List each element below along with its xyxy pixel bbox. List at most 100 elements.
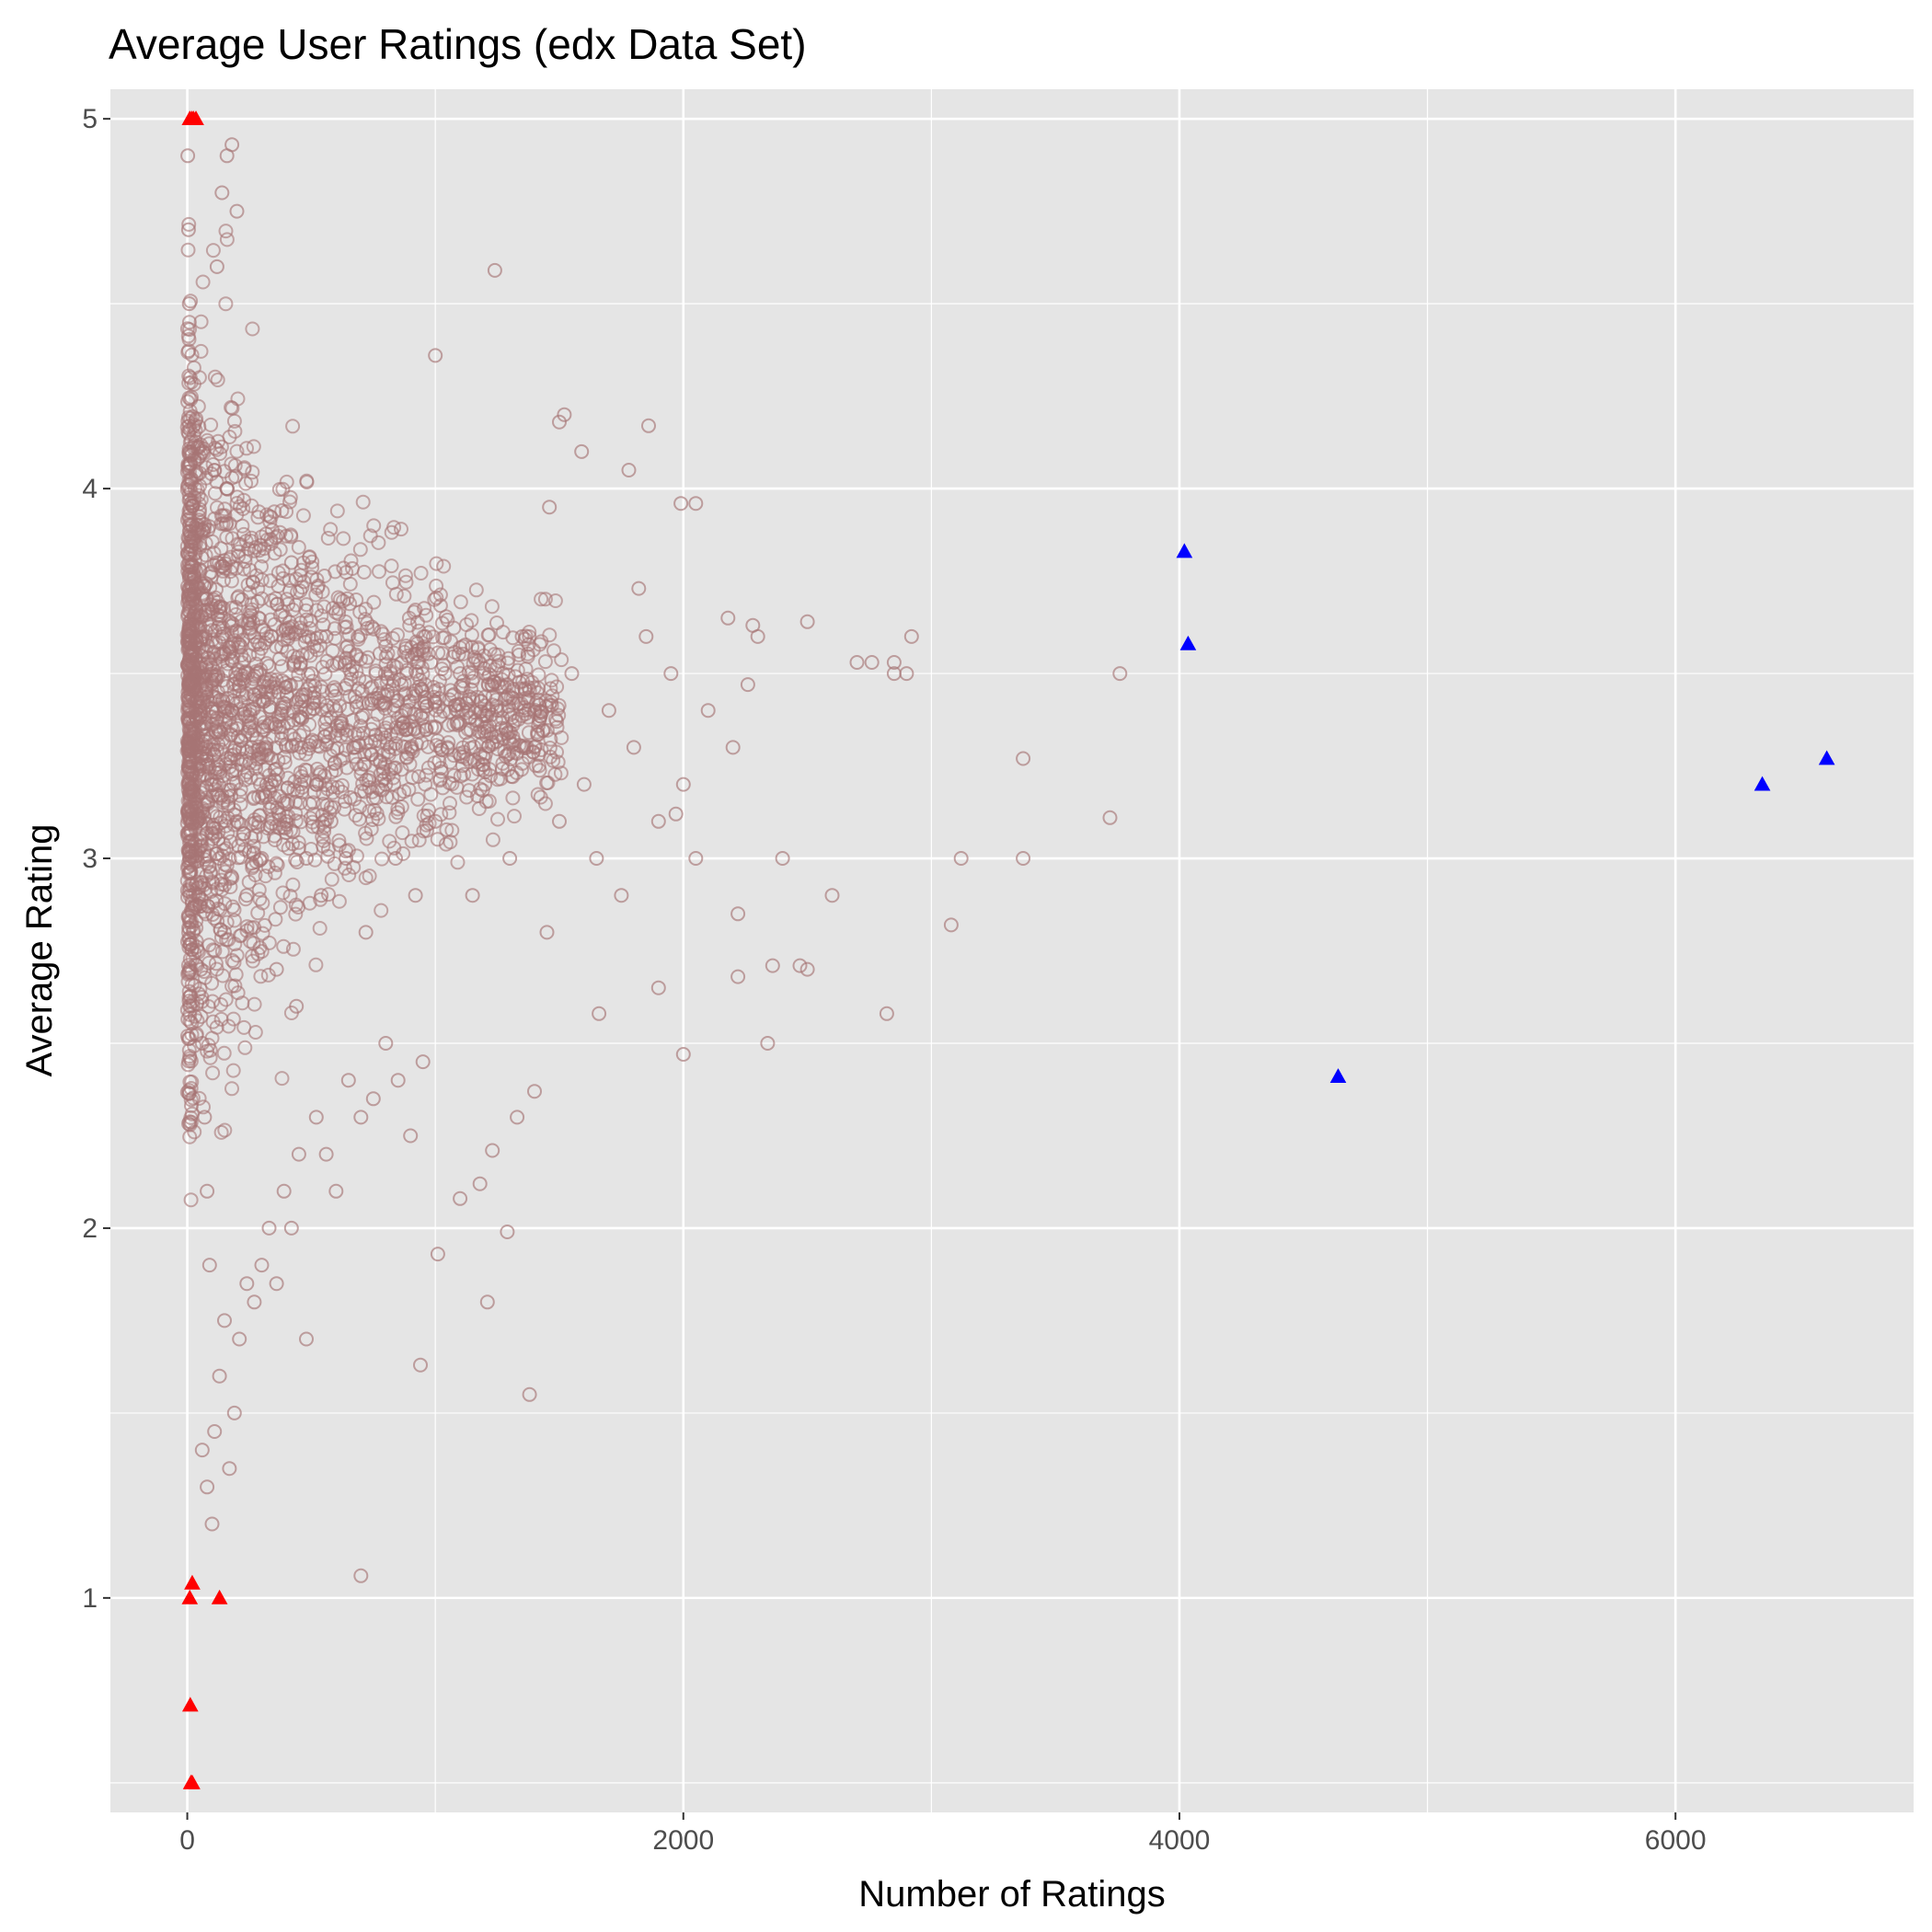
cloud-point (210, 500, 224, 515)
cloud-point (397, 686, 412, 702)
cloud-point (299, 473, 315, 489)
data-point (453, 666, 468, 682)
cloud-point (443, 683, 458, 698)
cloud-point (231, 838, 247, 854)
data-point (557, 407, 572, 422)
cloud-point (251, 882, 267, 898)
cloud-point (518, 706, 534, 721)
cloud-point (305, 732, 320, 748)
cloud-point (184, 918, 200, 934)
cloud-point (202, 742, 218, 757)
data-point (200, 1183, 215, 1199)
dense-point-cloud (179, 216, 569, 1208)
cloud-point (293, 568, 308, 583)
cloud-point (250, 646, 266, 661)
cloud-point (413, 566, 429, 581)
cloud-point (411, 679, 427, 695)
y-axis-ticks: 1 2 3 4 5 (82, 104, 110, 1614)
data-point (408, 888, 423, 903)
cloud-point (351, 681, 366, 696)
cloud-point (522, 683, 537, 698)
data-point (318, 1146, 334, 1162)
data-point (650, 813, 666, 829)
data-point (792, 958, 808, 973)
cloud-point (235, 518, 250, 534)
cloud-point (182, 811, 198, 827)
cloud-point (189, 939, 204, 955)
cloud-point (521, 725, 536, 741)
cloud-point (392, 787, 408, 802)
cloud-point (209, 581, 224, 597)
cloud-point (303, 677, 318, 693)
data-point (212, 1368, 227, 1384)
data-point (214, 185, 230, 201)
cloud-point (181, 855, 197, 870)
cloud-point (452, 696, 467, 712)
cloud-point (245, 465, 260, 480)
cloud-point (450, 714, 466, 730)
cloud-point (183, 1192, 199, 1208)
cloud-point (197, 970, 213, 985)
cloud-point (509, 765, 524, 780)
data-point (614, 888, 629, 903)
data-point (217, 925, 232, 940)
cloud-point (258, 868, 273, 884)
cloud-point (546, 643, 561, 659)
cloud-point (466, 739, 482, 754)
cloud-point (211, 901, 226, 916)
cloud-point (302, 796, 317, 811)
cloud-point (247, 812, 262, 827)
cloud-point (474, 714, 489, 730)
cloud-point (204, 718, 220, 732)
cloud-point (531, 758, 546, 774)
cloud-point (183, 1092, 199, 1108)
cloud-point (219, 232, 235, 247)
cloud-point (201, 848, 217, 864)
data-point (340, 1073, 356, 1088)
data-point (181, 296, 197, 312)
cloud-point (347, 791, 362, 807)
cloud-point (181, 368, 197, 384)
data-point (415, 1054, 431, 1070)
data-point (564, 666, 580, 682)
cloud-point (237, 548, 253, 564)
cloud-point (217, 1122, 233, 1138)
cloud-point (181, 315, 197, 330)
cloud-point (191, 419, 207, 434)
cloud-point (459, 696, 475, 711)
cloud-point (218, 224, 234, 239)
cloud-point (349, 756, 364, 772)
data-point (180, 148, 196, 164)
data-point (189, 740, 203, 755)
cloud-point (181, 409, 196, 425)
cloud-point (293, 795, 308, 811)
highlight-triangle-point (211, 1589, 228, 1604)
cloud-point (306, 638, 322, 654)
cloud-point (411, 833, 427, 848)
cloud-point (419, 698, 434, 714)
cloud-point (322, 805, 338, 821)
data-point (668, 806, 684, 822)
cloud-point (489, 772, 505, 788)
cloud-point (547, 593, 563, 608)
data-point (304, 666, 319, 682)
cloud-point (341, 627, 357, 642)
cloud-point (272, 524, 288, 540)
data-point (502, 851, 518, 866)
data-point (339, 851, 354, 866)
cloud-point (302, 621, 317, 636)
cloud-point (371, 811, 386, 826)
cloud-point (276, 837, 292, 853)
data-point (185, 518, 200, 534)
cloud-point (226, 913, 242, 928)
cloud-point (366, 594, 382, 610)
cloud-point (184, 1075, 200, 1089)
cloud-point (477, 746, 493, 762)
data-point (353, 1110, 369, 1125)
cloud-point (366, 518, 382, 534)
data-point (201, 1258, 217, 1273)
y-tick-label: 3 (82, 844, 98, 874)
data-point (650, 980, 666, 995)
cloud-point (302, 704, 316, 719)
